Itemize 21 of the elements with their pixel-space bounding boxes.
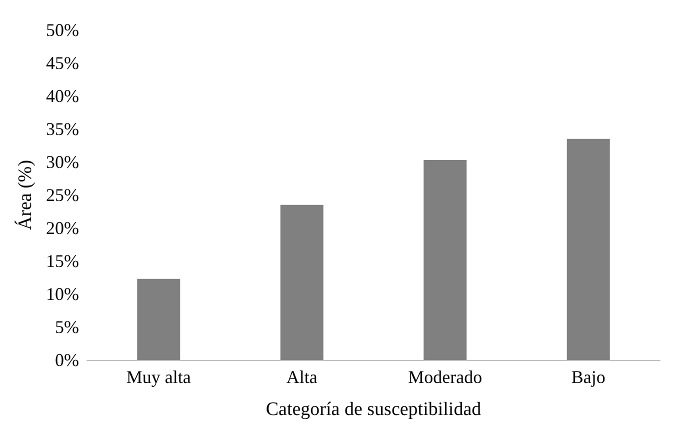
y-tick-label: 35% [46, 119, 79, 139]
y-axis-title: Área (%) [14, 160, 36, 230]
x-axis-title: Categoría de susceptibilidad [266, 399, 482, 420]
bar [137, 278, 180, 360]
y-tick-label: 10% [46, 284, 79, 304]
y-tick-label: 40% [46, 86, 79, 106]
y-tick-label: 45% [46, 53, 79, 73]
y-tick-label: 15% [46, 251, 79, 271]
y-tick-label: 30% [46, 152, 79, 172]
y-tick-label: 0% [55, 350, 79, 370]
bar [424, 160, 467, 360]
y-tick-label: 50% [46, 20, 79, 40]
y-tick-label: 25% [46, 185, 79, 205]
y-tick-label: 5% [55, 317, 79, 337]
x-tick-label: Moderado [408, 367, 482, 387]
y-tick-label: 20% [46, 218, 79, 238]
x-tick-label: Alta [286, 367, 318, 387]
bar [280, 204, 324, 360]
x-tick-label: Bajo [571, 367, 606, 387]
bar [566, 138, 610, 360]
x-tick-label: Muy alta [126, 367, 191, 387]
